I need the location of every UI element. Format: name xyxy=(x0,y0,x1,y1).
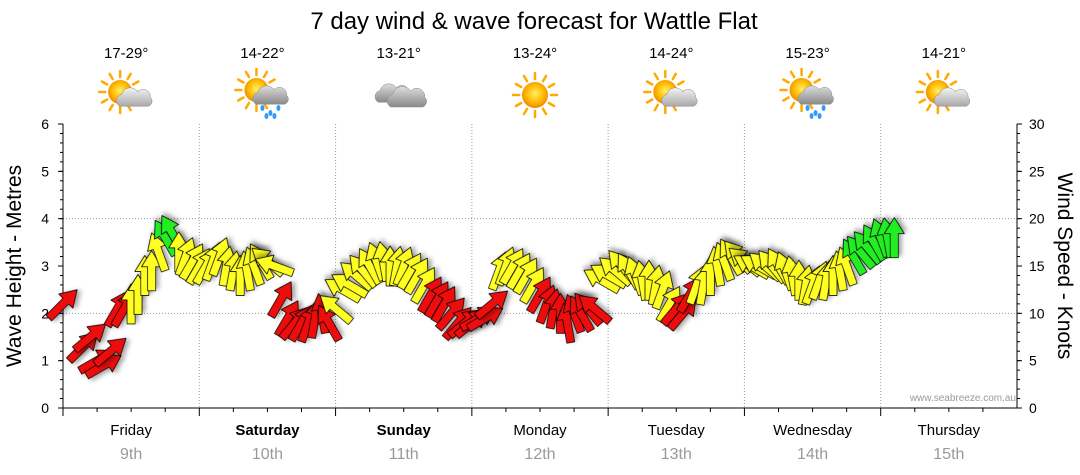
day-temperature: 15-23° xyxy=(785,45,829,62)
x-axis-day-date: 15th xyxy=(933,446,964,463)
wind-arrow-point xyxy=(255,254,295,277)
y-left-tick-label: 6 xyxy=(41,116,49,132)
sun-icon xyxy=(511,71,559,119)
y-right-tick-label: 15 xyxy=(1029,258,1045,274)
y-right-tick-label: 5 xyxy=(1029,353,1037,369)
x-axis-day-name: Monday xyxy=(513,422,567,439)
y-right-tick-label: 20 xyxy=(1029,211,1045,227)
wind-arrow-series xyxy=(45,215,905,380)
sun-cloud-icon xyxy=(97,69,153,115)
day-temperature: 14-21° xyxy=(922,45,966,62)
x-axis-day-date: 10th xyxy=(252,446,283,463)
sun-cloud-rain-icon xyxy=(779,67,834,119)
x-axis-day-name: Friday xyxy=(110,422,152,439)
x-axis-day-labels: Friday 9th Saturday 10th Sunday 11th Monday 12t… xyxy=(110,422,980,463)
wind-arrow-point xyxy=(474,290,509,321)
y-right-tick-label: 30 xyxy=(1029,116,1045,132)
x-axis-day-name: Thursday xyxy=(918,422,981,439)
wind-arrow-point xyxy=(519,267,545,305)
y-left-tick-label: 0 xyxy=(41,400,49,416)
y-axis-right-label: Wind Speed - Knots xyxy=(1053,173,1076,360)
sun-cloud-icon xyxy=(643,69,698,115)
y-left-tick-label: 4 xyxy=(41,211,49,227)
x-axis-day-name: Wednesday xyxy=(773,422,852,439)
y-left-tick-label: 2 xyxy=(41,305,49,321)
wind-arrow-point xyxy=(72,323,107,354)
wind-arrow-point xyxy=(410,267,436,305)
wind-arrow-point xyxy=(331,273,369,299)
chart-title: 7 day wind & wave forecast for Wattle Fl… xyxy=(310,8,758,35)
y-left-tick-label: 1 xyxy=(41,353,49,369)
sun-cloud-icon xyxy=(915,69,970,115)
wind-arrow-point xyxy=(578,295,613,325)
wind-arrow-point xyxy=(92,337,127,368)
x-axis-day-date: 11th xyxy=(389,446,419,463)
wind-arrow-point xyxy=(267,281,293,319)
wind-arrow-point xyxy=(319,295,354,325)
day-temperature: 13-21° xyxy=(377,45,421,62)
wind-arrow-point xyxy=(45,289,78,322)
chart-axes: 0 1 2 3 4 5 6 0 5 10 15 20 25 30 xyxy=(41,116,1045,416)
wind-arrow-point xyxy=(651,270,674,311)
wind-arrow-point xyxy=(430,286,456,324)
wind-arrow-point xyxy=(883,217,905,259)
x-axis-day-date: 13th xyxy=(661,446,692,463)
day-temperature: 14-22° xyxy=(240,45,284,62)
sun-cloud-rain-icon xyxy=(234,67,289,119)
x-axis-day-date: 12th xyxy=(524,446,555,463)
watermark: www.seabreeze.com.au xyxy=(909,393,1016,404)
y-right-tick-label: 10 xyxy=(1029,305,1045,321)
wind-arrow-point xyxy=(512,257,538,296)
x-axis-day-name: Sunday xyxy=(377,422,432,439)
cloud-icon xyxy=(374,83,427,108)
day-temperature: 14-24° xyxy=(649,45,693,62)
y-left-tick-label: 3 xyxy=(41,258,49,274)
x-axis-day-name: Saturday xyxy=(235,422,300,439)
day-temperature: 17-29° xyxy=(104,45,148,62)
y-left-tick-label: 5 xyxy=(41,163,49,179)
wind-arrow-point xyxy=(435,297,465,332)
y-axis-left-label: Wave Height - Metres xyxy=(3,165,26,367)
x-axis-day-date: 14th xyxy=(797,446,828,463)
wind-arrow-point xyxy=(526,276,552,315)
wind-arrow-point xyxy=(403,257,429,296)
x-axis-day-name: Tuesday xyxy=(648,422,705,439)
daily-weather-header: 17-29° 14-22° 13-21° 13-24° 14-24° 15-23° 14-2… xyxy=(97,45,970,119)
x-axis-day-date: 9th xyxy=(120,446,142,463)
y-right-tick-label: 0 xyxy=(1029,400,1037,416)
y-right-tick-label: 25 xyxy=(1029,163,1045,179)
day-temperature: 13-24° xyxy=(513,45,557,62)
